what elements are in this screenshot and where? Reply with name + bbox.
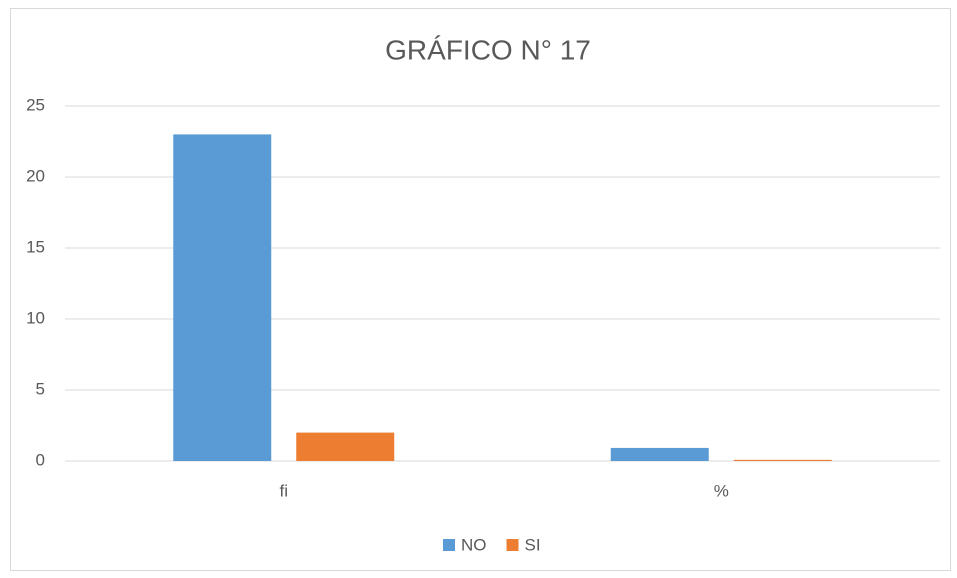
legend-label: SI <box>525 535 541 554</box>
y-tick-label: 25 <box>26 95 45 114</box>
y-tick-label: 20 <box>26 166 45 185</box>
y-tick-label: 15 <box>26 237 45 256</box>
legend-swatch <box>443 539 455 551</box>
legend-label: NO <box>461 535 487 554</box>
x-tick-label: fi <box>280 481 289 500</box>
bar <box>610 447 709 461</box>
y-tick-label: 0 <box>36 450 45 469</box>
y-tick-label: 10 <box>26 308 45 327</box>
bar <box>173 134 272 461</box>
y-tick-label: 5 <box>36 379 45 398</box>
legend-swatch <box>506 539 519 551</box>
chart-title: GRÁFICO N° 17 <box>385 34 591 65</box>
chart-border <box>10 8 951 571</box>
bar <box>733 459 832 461</box>
x-tick-label: % <box>714 481 729 500</box>
bar <box>296 432 395 461</box>
